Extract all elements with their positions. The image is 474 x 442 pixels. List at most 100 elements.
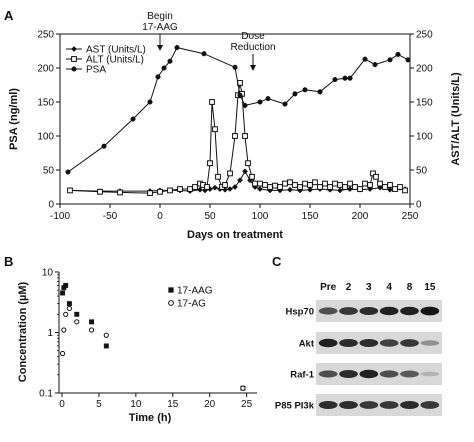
panel-a-x-tick-label: 250	[402, 211, 419, 222]
panel-a-point-alt-units-l	[352, 184, 358, 190]
panel-a-y-tick-label-left: 0	[48, 200, 54, 211]
panel-a-point-alt-units-l	[97, 188, 103, 195]
panel-a-point-ast-units-l	[257, 186, 263, 192]
panel-a-point-alt-units-l	[382, 184, 388, 190]
panel-b-point-17-aag	[63, 282, 69, 288]
panel-a-y-tick-label-right: 250	[416, 30, 433, 41]
panel-b-point-17-ag	[103, 332, 109, 338]
panel-a-point-ast-units-l	[227, 186, 233, 192]
panel-b-point-17-ag	[61, 327, 67, 333]
panel-a-point-psa	[147, 99, 153, 105]
panel-a-x-tick-label: -100	[50, 211, 70, 222]
panel-b-series	[60, 282, 246, 391]
panel-a-point-psa	[101, 143, 107, 149]
panel-a-point-alt-units-l	[342, 184, 348, 190]
panel-b-point-17-aag	[74, 311, 80, 317]
panel-b-point-17-ag	[240, 385, 246, 391]
panel-a-point-ast-units-l	[287, 186, 293, 193]
panel-a-y-tick-label-right: 100	[416, 132, 433, 143]
panel-c-band	[359, 306, 379, 316]
panel-a-y-tick-label-left: 250	[37, 30, 54, 41]
panel-a-y-tick-label-left: 150	[37, 98, 54, 109]
panel-a-x-tick-label: 0	[157, 211, 163, 222]
panel-c-band	[318, 338, 338, 348]
panel-a-point-psa	[237, 92, 243, 98]
panel-a-point-alt-units-l	[252, 180, 258, 187]
panel-a-point-ast-units-l	[242, 168, 248, 175]
panel-b-x-tick-label: 20	[204, 399, 216, 410]
panel-b-point-17-ag	[88, 327, 95, 333]
panel-a-point-alt-units-l	[373, 173, 379, 180]
panel-a-point-alt-units-l	[377, 180, 383, 187]
panel-a-point-alt-units-l	[215, 173, 221, 180]
panel-letter-c: C	[272, 254, 282, 269]
panel-c-band-label: Hsp70	[285, 307, 314, 318]
panel-a-point-alt-units-l	[370, 170, 376, 177]
arrow-down-icon	[250, 65, 256, 71]
panel-a-point-psa	[161, 65, 167, 71]
panel-letter-a: A	[4, 8, 14, 23]
panel-a-x-axis-label: Days on treatment	[187, 229, 283, 241]
panel-a-point-alt-units-l	[249, 173, 255, 180]
panel-a-point-ast-units-l	[232, 184, 238, 190]
panel-b-x-axis-label: Time (h)	[129, 412, 172, 424]
panel-b-series-17-ag	[60, 305, 246, 391]
panel-c-lane-label: 3	[366, 282, 372, 293]
panel-a-point-alt-units-l	[67, 187, 73, 194]
panel-a-point-alt-units-l	[177, 186, 183, 192]
panel-a-point-alt-units-l	[157, 188, 163, 195]
panel-a-point-alt-units-l	[187, 186, 193, 192]
panel-a-chart: -100 -50 0 50 100 150 200 250050100150200250050…	[8, 11, 462, 241]
panel-b-point-17-ag	[66, 305, 72, 312]
panel-a-legend-entry-psa: PSA	[66, 65, 106, 76]
panel-a-point-alt-units-l	[302, 180, 308, 187]
panel-a-point-psa	[167, 58, 173, 64]
panel-b-point-17-aag	[60, 290, 66, 296]
panel-c-band	[400, 339, 419, 347]
panel-a-plot-frame	[59, 33, 411, 205]
panel-b-legend-marker	[168, 300, 174, 306]
panel-a-point-alt-units-l	[277, 184, 283, 190]
panel-b-legend-entry-17-ag: 17-AG	[168, 299, 206, 310]
panel-c-band-row-p85-pi3k: P85 PI3k	[275, 394, 442, 416]
panel-a-y-axis-label-left: PSA (ng/ml)	[8, 88, 20, 150]
panel-a-y-tick-label-right: 150	[416, 98, 433, 109]
panel-a-y-tick-label-left: 50	[43, 166, 55, 177]
panel-a-point-alt-units-l	[147, 190, 153, 197]
panel-a-point-alt-units-l	[212, 126, 218, 133]
panel-a-x-tick-label: 200	[352, 211, 369, 222]
panel-a-y-tick-label-left: 200	[37, 64, 54, 75]
panel-b-legend-entry-17-aag: 17-AAG	[168, 286, 213, 297]
panel-a-series-alt-units-l	[67, 80, 408, 197]
panel-letter-b: B	[4, 254, 13, 269]
panel-a-point-psa	[347, 75, 353, 81]
panel-a-x-tick-label: -50	[103, 211, 118, 222]
panel-a-point-psa	[395, 51, 401, 57]
panel-c-band	[318, 400, 338, 410]
panel-a-point-alt-units-l	[242, 133, 248, 139]
panel-a-point-alt-units-l	[357, 186, 363, 192]
panel-c-band	[379, 306, 399, 316]
panel-a-point-alt-units-l	[387, 182, 393, 188]
panel-a-annotation-text: Reduction	[230, 42, 275, 53]
panel-b-legend: 17-AAG 17-AG	[168, 286, 213, 310]
panel-c-lane-label: 4	[386, 282, 392, 293]
panel-a-point-psa	[332, 77, 338, 83]
panel-b-point-17-aag	[66, 301, 72, 307]
arrow-down-icon	[157, 45, 163, 51]
panel-c-lane-label: Pre	[320, 282, 337, 293]
panel-c-band	[400, 370, 419, 378]
panel-c-band	[318, 370, 338, 378]
panel-a-legend-label: AST (Units/L)	[86, 45, 146, 56]
panel-c-band	[420, 371, 440, 377]
panel-a-point-alt-units-l	[367, 182, 373, 188]
panel-a-series	[65, 45, 411, 197]
panel-b-chart: 0 5 10 15 20 25 0.1 1 10 17-AAG 17-AG Time (h) Co…	[17, 268, 257, 424]
panel-a-legend-marker	[71, 66, 77, 72]
panel-b-point-17-aag	[103, 343, 109, 349]
panel-a-y-tick-label-left: 100	[37, 132, 54, 143]
